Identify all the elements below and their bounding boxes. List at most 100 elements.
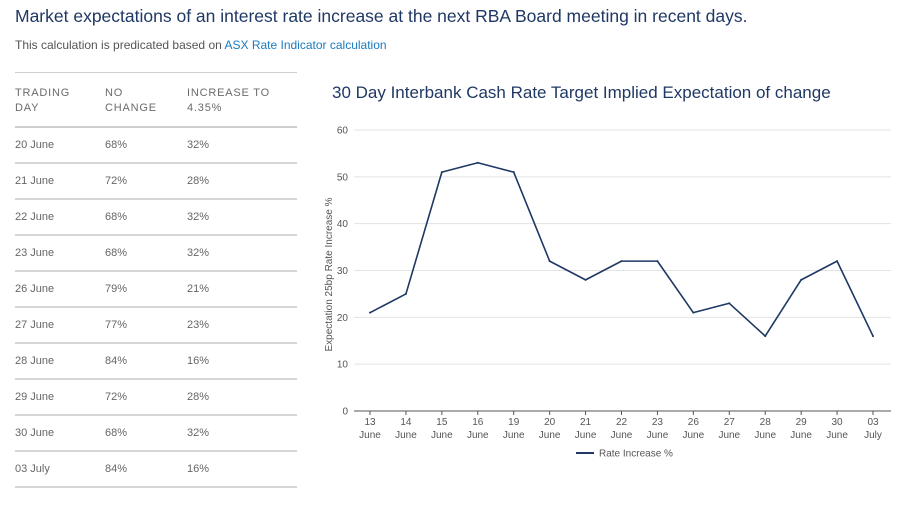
cell-increase: 23%	[187, 307, 297, 344]
header-trading-day-line2: DAY	[15, 102, 40, 114]
table-row: 22 June 68% 32%	[15, 199, 297, 236]
cell-day: 21 June	[15, 163, 105, 200]
x-tick-label: June	[431, 430, 453, 441]
cell-no-change: 84%	[105, 343, 187, 380]
header-increase-line1: INCREASE TO	[187, 87, 270, 99]
table-row: 27 June 77% 23%	[15, 307, 297, 344]
data-point	[656, 260, 659, 263]
cell-increase: 32%	[187, 415, 297, 452]
y-tick-label: 40	[337, 219, 349, 230]
data-point	[548, 260, 551, 263]
table-row: 30 June 68% 32%	[15, 415, 297, 452]
x-tick-label: June	[826, 430, 848, 441]
data-point	[369, 311, 371, 314]
cell-day: 20 June	[15, 127, 105, 164]
table-row: 03 July 84% 16%	[15, 451, 297, 488]
cell-no-change: 72%	[105, 163, 187, 200]
header-trading-day: TRADING DAY	[15, 72, 105, 128]
cell-increase: 16%	[187, 451, 297, 488]
expectations-table: TRADING DAY NO CHANGE INCREASE TO 4.35% 20 …	[15, 72, 297, 488]
table-row: 26 June 79% 21%	[15, 271, 297, 308]
cell-increase: 16%	[187, 343, 297, 380]
header-increase-line2: 4.35%	[187, 102, 223, 114]
x-tick-label: June	[539, 430, 561, 441]
x-tick-label: June	[359, 430, 381, 441]
data-point	[836, 260, 839, 263]
cell-no-change: 68%	[105, 415, 187, 452]
series-line-rate-increase	[369, 161, 874, 337]
cell-no-change: 68%	[105, 127, 187, 164]
x-tick-label: 20	[544, 417, 556, 428]
x-tick-label: June	[503, 430, 525, 441]
line-chart: 0 10 20 30 40 50 60 Expectation 25bp Rate Incre…	[324, 126, 891, 460]
x-tick-label: 30	[832, 417, 844, 428]
y-tick-label: 20	[337, 313, 349, 324]
data-point	[476, 161, 479, 164]
cell-day: 30 June	[15, 415, 105, 452]
header-no-change: NO CHANGE	[105, 72, 187, 128]
y-tick-label: 30	[337, 266, 349, 277]
cell-increase: 28%	[187, 379, 297, 416]
data-point	[440, 171, 443, 174]
cell-day: 26 June	[15, 271, 105, 308]
cell-no-change: 77%	[105, 307, 187, 344]
data-point	[800, 278, 803, 281]
y-axis-label: Expectation 25bp Rate Increase %	[324, 197, 335, 351]
y-tick-label: 50	[337, 172, 349, 183]
cell-increase: 32%	[187, 199, 297, 236]
x-tick-label: 21	[580, 417, 592, 428]
y-tick-label: 0	[342, 407, 348, 418]
cell-no-change: 68%	[105, 199, 187, 236]
x-tick-label: 26	[688, 417, 700, 428]
legend-label: Rate Increase %	[599, 449, 673, 460]
cell-day: 22 June	[15, 199, 105, 236]
x-tick-label: June	[754, 430, 776, 441]
page-title: Market expectations of an interest rate …	[15, 6, 748, 26]
x-tick-label: June	[575, 430, 597, 441]
x-tick-label: 28	[760, 417, 772, 428]
subtitle: This calculation is predicated based on …	[15, 38, 387, 52]
table-row: 29 June 72% 28%	[15, 379, 297, 416]
subtitle-prefix: This calculation is predicated based on	[15, 38, 225, 52]
x-tick-label: July	[864, 430, 882, 441]
cell-increase: 32%	[187, 235, 297, 272]
data-point	[620, 260, 623, 263]
x-tick-label: June	[611, 430, 633, 441]
x-tick-label: 14	[400, 417, 412, 428]
x-tick-label: June	[790, 430, 812, 441]
chart-axes: 0 10 20 30 40 50 60 Expectation 25bp Rate Incre…	[324, 126, 882, 442]
x-tick-label: 13	[364, 417, 376, 428]
header-trading-day-line1: TRADING	[15, 87, 71, 99]
table-row: 20 June 68% 32%	[15, 127, 297, 164]
x-tick-label: June	[683, 430, 705, 441]
asx-rate-indicator-link[interactable]: ASX Rate Indicator calculation	[224, 38, 387, 52]
chart-title: 30 Day Interbank Cash Rate Target Implie…	[332, 83, 831, 102]
x-tick-label: 27	[724, 417, 736, 428]
x-tick-label: 23	[652, 417, 664, 428]
x-tick-label: 19	[508, 417, 520, 428]
data-point	[404, 292, 407, 295]
header-no-change-line1: NO	[105, 87, 124, 99]
table-header-row: TRADING DAY NO CHANGE INCREASE TO 4.35%	[15, 72, 297, 128]
data-point	[584, 278, 587, 281]
data-point	[872, 335, 874, 338]
cell-day: 27 June	[15, 307, 105, 344]
table-row: 23 June 68% 32%	[15, 235, 297, 272]
chart-legend: Rate Increase %	[576, 449, 673, 460]
cell-day: 23 June	[15, 235, 105, 272]
data-point	[764, 335, 767, 338]
data-point	[692, 311, 695, 314]
cell-day: 29 June	[15, 379, 105, 416]
cell-no-change: 79%	[105, 271, 187, 308]
x-tick-label: 16	[472, 417, 484, 428]
x-tick-label: June	[647, 430, 669, 441]
x-tick-label: 15	[436, 417, 448, 428]
header-increase: INCREASE TO 4.35%	[187, 72, 297, 128]
y-tick-label: 10	[337, 360, 349, 371]
data-point	[728, 302, 731, 305]
y-tick-label: 60	[337, 126, 349, 137]
table-row: 21 June 72% 28%	[15, 163, 297, 200]
data-point	[512, 171, 515, 174]
cell-no-change: 72%	[105, 379, 187, 416]
cell-increase: 21%	[187, 271, 297, 308]
